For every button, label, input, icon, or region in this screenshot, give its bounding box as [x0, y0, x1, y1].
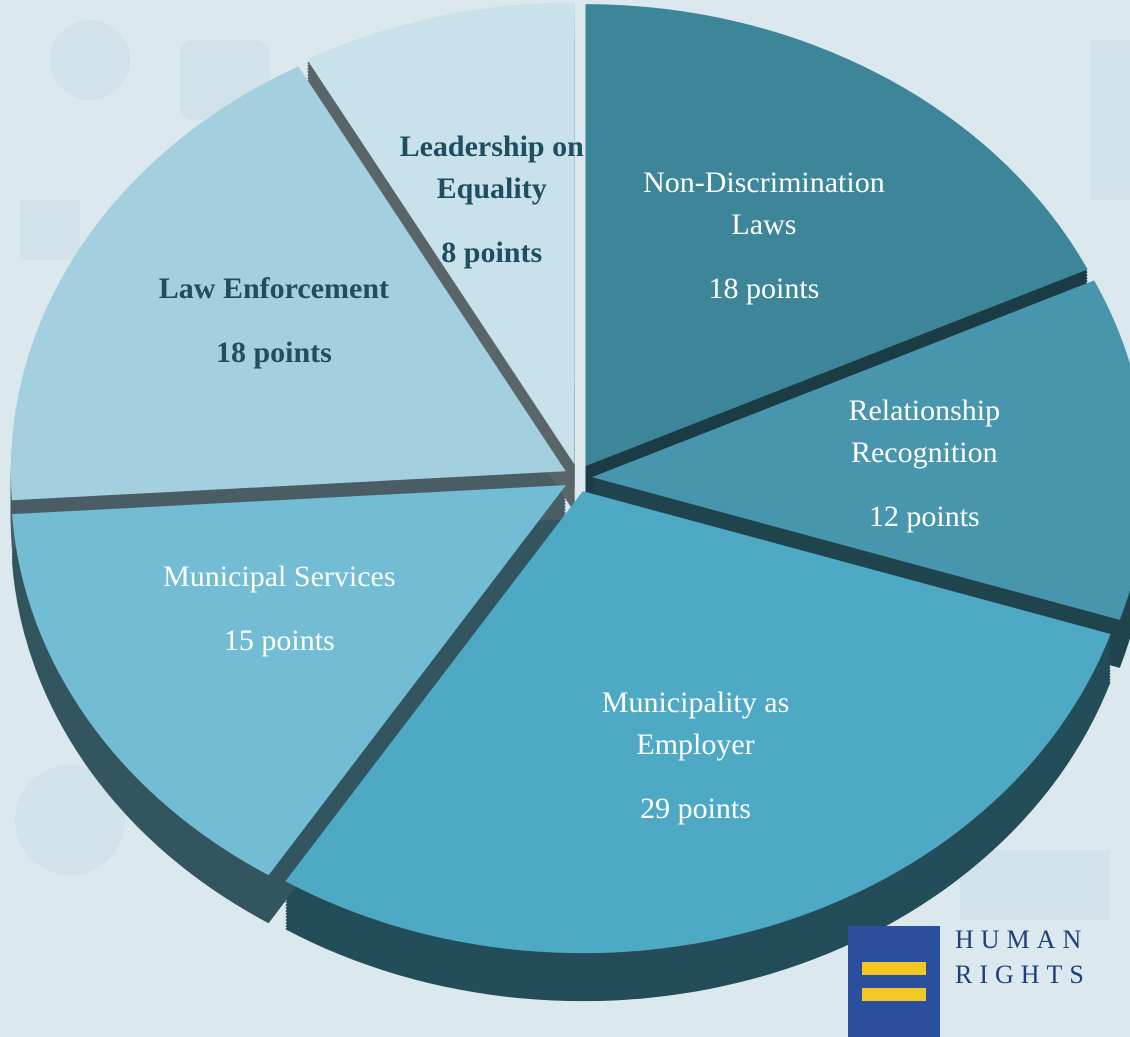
slice-label: Leadership on Equality 8 points — [342, 126, 642, 274]
logo-text: HUMAN RIGHTS — [955, 922, 1091, 992]
value-label: 8 points — [342, 232, 642, 274]
category-label: Law Enforcement — [124, 268, 424, 310]
slice-label: Relationship Recognition 12 points — [774, 390, 1074, 538]
value-label: 12 points — [774, 496, 1074, 538]
slice-label: Non-Discrimination Laws 18 points — [614, 162, 914, 310]
value-label: 18 points — [614, 268, 914, 310]
category-label: Relationship Recognition — [774, 390, 1074, 474]
category-label: Leadership on Equality — [342, 126, 642, 210]
value-label: 29 points — [546, 788, 846, 830]
logo-line: HUMAN — [955, 922, 1091, 957]
logo-mark — [848, 926, 940, 1037]
slide: Non-Discrimination Laws 18 points Relation… — [0, 0, 1130, 1037]
slice-label: Municipal Services 15 points — [129, 556, 429, 662]
slice-label: Municipality as Employer 29 points — [546, 682, 846, 830]
slice-label: Law Enforcement 18 points — [124, 268, 424, 374]
category-label: Municipal Services — [129, 556, 429, 598]
logo-line: RIGHTS — [955, 957, 1091, 992]
value-label: 15 points — [129, 620, 429, 662]
category-label: Non-Discrimination Laws — [614, 162, 914, 246]
value-label: 18 points — [124, 332, 424, 374]
category-label: Municipality as Employer — [546, 682, 846, 766]
